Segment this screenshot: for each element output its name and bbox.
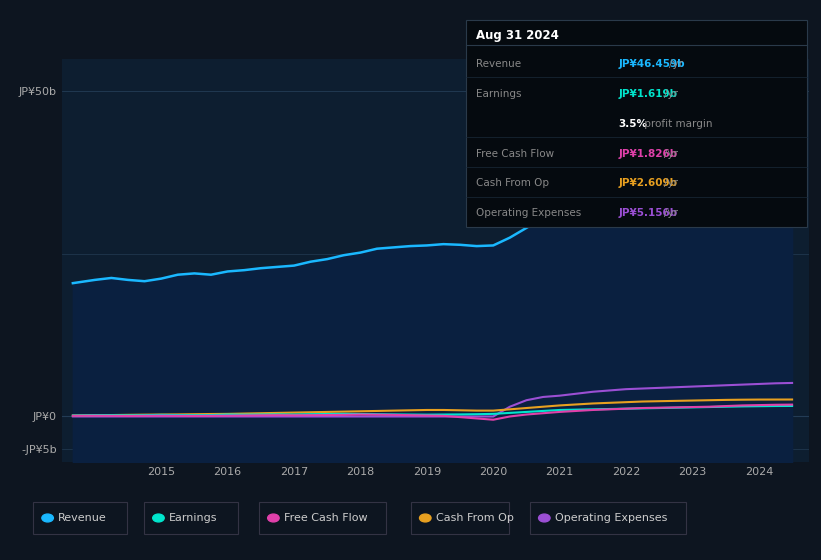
Text: JP¥46.459b: JP¥46.459b [618, 59, 685, 69]
Text: JP¥1.619b: JP¥1.619b [618, 89, 677, 99]
Text: profit margin: profit margin [640, 119, 712, 129]
Text: /yr: /yr [664, 148, 678, 158]
Text: /yr: /yr [664, 179, 678, 189]
Text: Operating Expenses: Operating Expenses [555, 513, 667, 523]
Text: JP¥1.826b: JP¥1.826b [618, 148, 677, 158]
Text: Earnings: Earnings [476, 89, 521, 99]
Text: /yr: /yr [664, 89, 678, 99]
Text: /yr: /yr [669, 59, 683, 69]
Text: Revenue: Revenue [476, 59, 521, 69]
Text: Free Cash Flow: Free Cash Flow [284, 513, 368, 523]
Text: Free Cash Flow: Free Cash Flow [476, 148, 554, 158]
Text: Operating Expenses: Operating Expenses [476, 208, 581, 218]
Text: JP¥2.609b: JP¥2.609b [618, 179, 677, 189]
Text: Earnings: Earnings [169, 513, 218, 523]
Text: 3.5%: 3.5% [618, 119, 647, 129]
Text: Cash From Op: Cash From Op [436, 513, 514, 523]
Text: Cash From Op: Cash From Op [476, 179, 549, 189]
Text: Aug 31 2024: Aug 31 2024 [476, 29, 559, 42]
Text: JP¥5.156b: JP¥5.156b [618, 208, 677, 218]
Text: /yr: /yr [664, 208, 678, 218]
Text: Revenue: Revenue [58, 513, 107, 523]
